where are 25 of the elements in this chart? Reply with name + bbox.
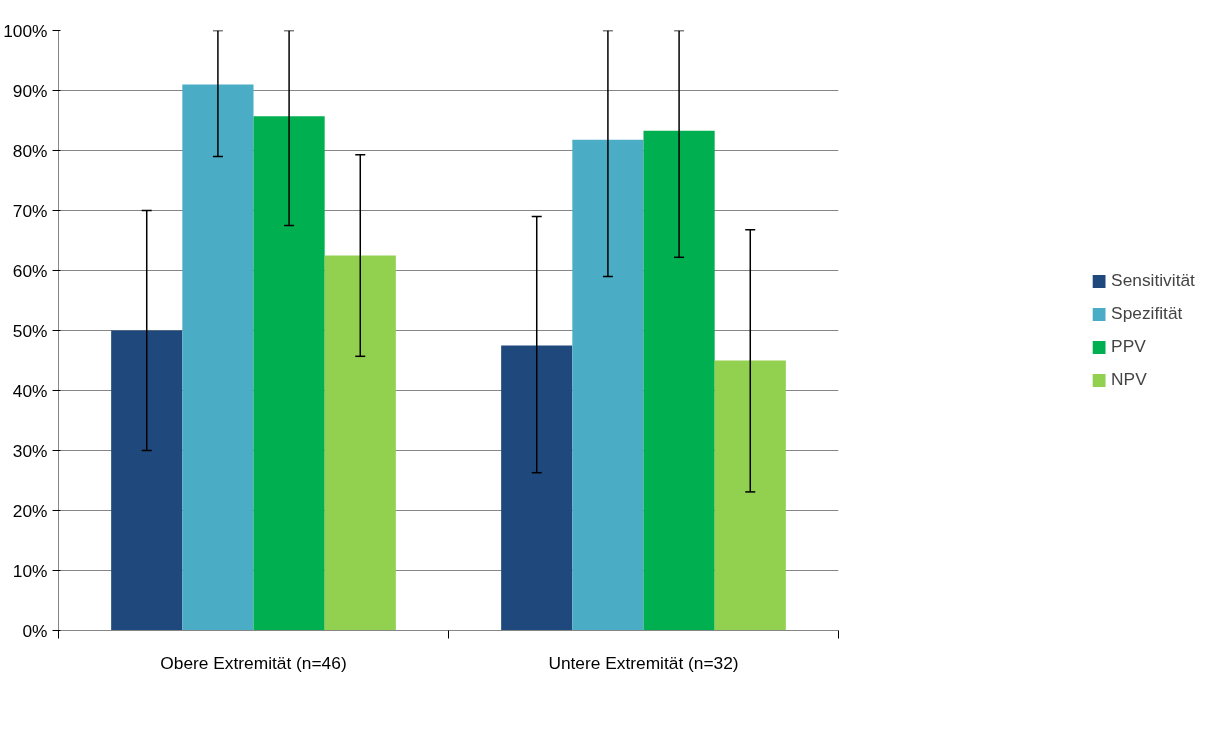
y-tick-label: 0% (22, 620, 48, 641)
y-tick-label: 70% (12, 200, 48, 221)
bar (253, 116, 325, 631)
legend-label: Spezifität (1111, 303, 1183, 324)
bar (324, 255, 396, 631)
x-tick-label: Obere Extremität (n=46) (160, 652, 347, 673)
y-tick-label: 10% (12, 560, 48, 581)
legend-label: PPV (1111, 336, 1146, 357)
bar (182, 84, 254, 631)
x-tick-label: Untere Extremität (n=32) (548, 652, 739, 673)
bar (501, 345, 573, 631)
y-tick-label: 100% (3, 20, 48, 41)
legend-label: NPV (1111, 369, 1147, 390)
bar (111, 330, 183, 631)
y-tick-label: 60% (12, 260, 48, 281)
y-tick-label: 80% (12, 140, 48, 161)
y-tick-label: 50% (12, 320, 48, 341)
bar (714, 360, 786, 631)
bar (643, 130, 715, 631)
y-tick-label: 30% (12, 440, 48, 461)
legend-label: Sensitivität (1111, 270, 1195, 291)
y-tick-label: 40% (12, 380, 48, 401)
y-tick-label: 20% (12, 500, 48, 521)
bar (572, 139, 644, 631)
y-tick-label: 90% (12, 80, 48, 101)
